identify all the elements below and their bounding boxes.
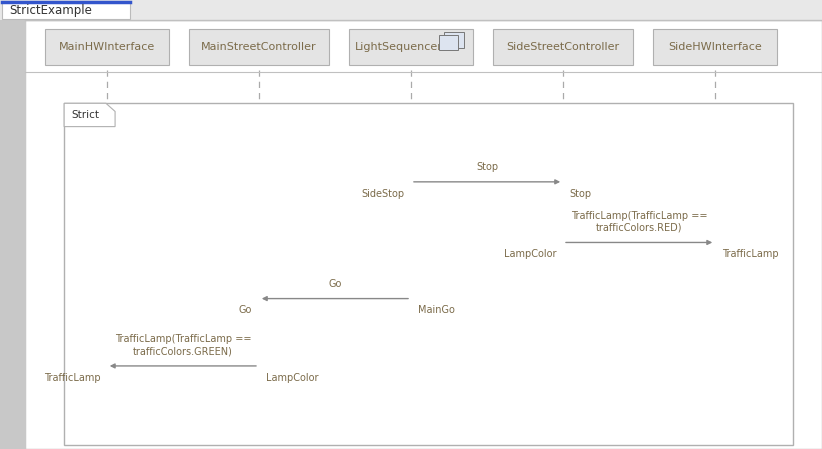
FancyBboxPatch shape <box>188 29 329 66</box>
Text: Stop: Stop <box>476 162 498 172</box>
Text: Strict: Strict <box>72 110 99 120</box>
Text: TrafficLamp(TrafficLamp ==
trafficColors.RED): TrafficLamp(TrafficLamp == trafficColors… <box>570 211 708 233</box>
FancyBboxPatch shape <box>2 2 130 19</box>
Text: SideHWInterface: SideHWInterface <box>668 42 762 52</box>
FancyBboxPatch shape <box>25 20 822 449</box>
Text: MainHWInterface: MainHWInterface <box>58 42 155 52</box>
Text: Go: Go <box>328 279 342 289</box>
FancyBboxPatch shape <box>0 20 26 449</box>
Text: LampColor: LampColor <box>266 373 318 383</box>
Text: MainGo: MainGo <box>418 305 455 315</box>
FancyBboxPatch shape <box>493 29 634 66</box>
Text: MainStreetController: MainStreetController <box>201 42 316 52</box>
FancyBboxPatch shape <box>439 35 459 50</box>
FancyBboxPatch shape <box>45 29 169 66</box>
Text: StrictExample: StrictExample <box>9 4 92 17</box>
Text: SideStop: SideStop <box>362 189 404 198</box>
FancyBboxPatch shape <box>653 29 778 66</box>
Text: LightSequencer: LightSequencer <box>355 42 442 52</box>
Text: TrafficLamp(TrafficLamp ==
trafficColors.GREEN): TrafficLamp(TrafficLamp == trafficColors… <box>114 335 252 356</box>
FancyBboxPatch shape <box>444 32 464 48</box>
FancyBboxPatch shape <box>64 103 793 445</box>
Text: Stop: Stop <box>570 189 592 198</box>
Text: Go: Go <box>239 305 252 315</box>
Text: TrafficLamp: TrafficLamp <box>722 249 778 259</box>
FancyBboxPatch shape <box>349 29 473 66</box>
Text: TrafficLamp: TrafficLamp <box>44 373 100 383</box>
Polygon shape <box>64 103 115 127</box>
Text: LampColor: LampColor <box>504 249 556 259</box>
Text: SideStreetController: SideStreetController <box>506 42 620 52</box>
FancyBboxPatch shape <box>0 0 822 20</box>
